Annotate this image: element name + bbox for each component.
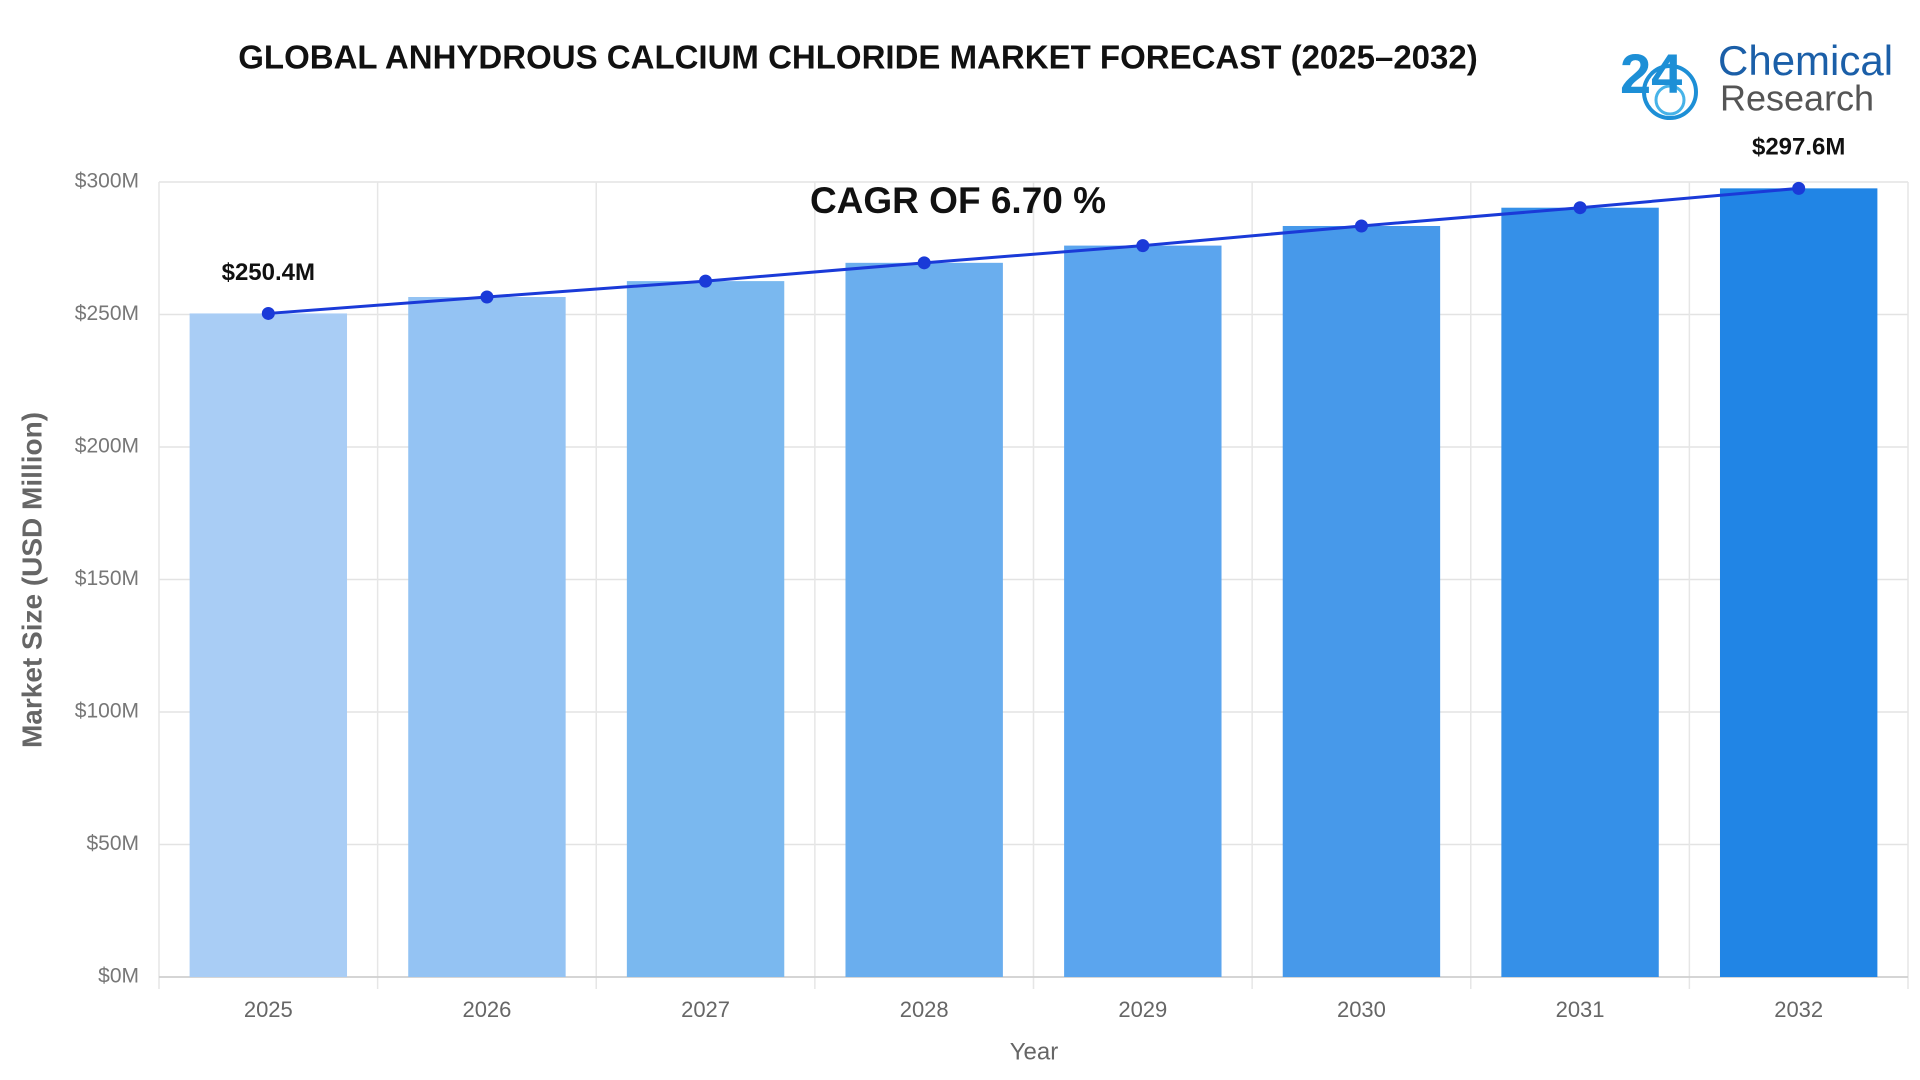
data-label: $297.6M	[1752, 134, 1845, 161]
trend-point	[1354, 219, 1368, 233]
logo-number: 24	[1620, 42, 1682, 105]
annotation: CAGR OF 6.70 %	[810, 180, 1106, 221]
y-tick-label: $50M	[86, 832, 139, 855]
x-tick-label: 2032	[1774, 997, 1823, 1022]
trend-point	[699, 274, 713, 288]
bar	[626, 281, 785, 977]
y-tick-label: $100M	[75, 700, 139, 723]
y-tick-label: $250M	[75, 302, 139, 325]
y-tick-label: $150M	[75, 567, 139, 590]
bar	[1719, 188, 1878, 978]
x-tick-label: 2027	[681, 997, 730, 1022]
bar	[1282, 225, 1441, 978]
y-tick-label: $200M	[75, 435, 139, 458]
y-tick-label: $300M	[75, 170, 139, 193]
bar	[1064, 245, 1222, 978]
logo-ring	[1642, 64, 1698, 120]
x-tick-label: 2025	[244, 997, 293, 1022]
trend-point	[261, 306, 275, 320]
bar	[845, 262, 1003, 977]
logo-text: Research	[1720, 78, 1874, 119]
data-label: $250.4M	[222, 259, 315, 286]
trend-point	[1573, 201, 1587, 215]
x-tick-label: 2030	[1337, 997, 1386, 1022]
x-tick-label: 2031	[1556, 997, 1605, 1022]
trend-point	[1136, 239, 1150, 253]
bar	[408, 297, 566, 977]
logo-text: Chemical	[1718, 37, 1893, 84]
y-tick-label: $0M	[98, 965, 139, 988]
bar	[1501, 207, 1659, 977]
y-axis-label: Market Size (USD Million)	[16, 412, 47, 748]
x-axis-label: Year	[1010, 1038, 1059, 1065]
logo: 24 Chemical Research	[1620, 37, 1893, 120]
trend-point	[480, 290, 494, 304]
x-tick-label: 2029	[1118, 997, 1167, 1022]
x-tick-label: 2026	[462, 997, 511, 1022]
trend-point	[917, 256, 931, 270]
logo-ring	[1654, 84, 1686, 116]
chart-title: GLOBAL ANHYDROUS CALCIUM CHLORIDE MARKET…	[238, 39, 1477, 76]
trend-point	[1792, 181, 1806, 195]
trend-line	[268, 186, 1799, 315]
x-tick-label: 2028	[900, 997, 949, 1022]
bar	[189, 313, 348, 977]
